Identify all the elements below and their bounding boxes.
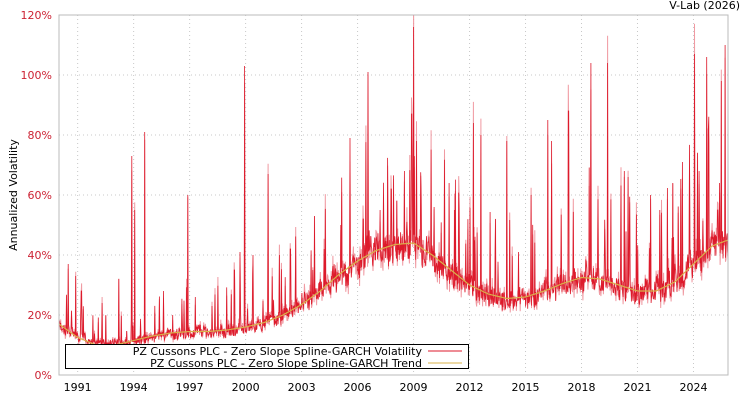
- legend: PZ Cussons PLC - Zero Slope Spline-GARCH…: [65, 344, 469, 370]
- y-tick-label: 80%: [28, 129, 52, 142]
- legend-label-trend: PZ Cussons PLC - Zero Slope Spline-GARCH…: [150, 357, 422, 370]
- x-tick-label: 2000: [232, 381, 260, 394]
- y-tick-label: 100%: [21, 69, 52, 82]
- x-tick-label: 1997: [176, 381, 204, 394]
- x-tick-label: 2003: [288, 381, 316, 394]
- legend-label-volatility: PZ Cussons PLC - Zero Slope Spline-GARCH…: [133, 345, 423, 358]
- y-tick-label: 120%: [21, 9, 52, 22]
- trend-series-line: [59, 239, 728, 346]
- plot-frame: [58, 14, 729, 376]
- grid-lines: [59, 15, 728, 375]
- x-tick-label: 2021: [623, 381, 651, 394]
- x-tick-label: 2018: [568, 381, 596, 394]
- x-tick-label: 2012: [456, 381, 484, 394]
- y-tick-label: 0%: [35, 369, 52, 382]
- x-tick-label: 2009: [400, 381, 428, 394]
- credit-text: V-Lab (2026): [669, 0, 740, 12]
- x-tick-label: 1994: [120, 381, 148, 394]
- y-axis-label: Annualized Volatility: [7, 139, 20, 251]
- y-tick-label: 20%: [28, 309, 52, 322]
- y-tick-label: 40%: [28, 249, 52, 262]
- x-tick-label: 2015: [512, 381, 540, 394]
- x-axis-ticks: 1991 1994 1997 2000 2003 2006 2009 2012 2015 2018…: [64, 381, 708, 394]
- volatility-series-shadow: [59, 15, 728, 348]
- x-tick-label: 1991: [64, 381, 92, 394]
- x-tick-label: 2006: [344, 381, 372, 394]
- volatility-series-line: [59, 26, 728, 347]
- x-tick-label: 2024: [679, 381, 707, 394]
- y-axis-ticks: 0% 20% 40% 60% 80% 100% 120%: [21, 9, 52, 382]
- legend-box: [65, 344, 469, 369]
- y-tick-label: 60%: [28, 189, 52, 202]
